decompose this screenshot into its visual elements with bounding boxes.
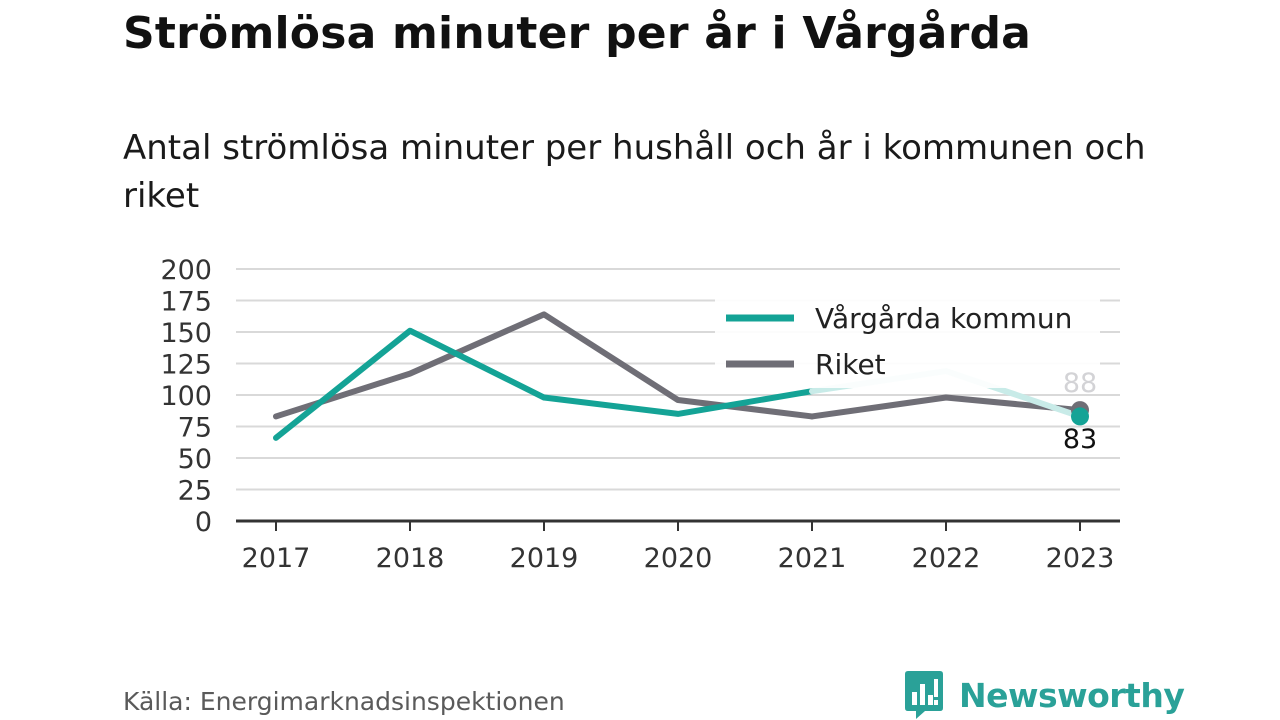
y-tick-label: 200 <box>160 255 212 286</box>
brand-name: Newsworthy <box>959 675 1185 715</box>
chart-title: Strömlösa minuter per år i Vårgårda <box>123 8 1032 59</box>
legend-label: Vårgårda kommun <box>815 302 1072 335</box>
y-tick-label: 100 <box>160 381 212 412</box>
series-segment-recent <box>809 394 1083 420</box>
x-tick-label: 2017 <box>242 543 311 574</box>
brand-logo: Newsworthy <box>903 670 1185 720</box>
end-label-riket: 88 <box>1063 368 1097 399</box>
x-tick-label: 2018 <box>376 543 445 574</box>
y-tick-label: 50 <box>178 444 212 475</box>
x-tick-label: 2021 <box>778 543 847 574</box>
end-labels: 83 88 <box>1063 368 1097 455</box>
x-tick-label: 2019 <box>510 543 579 574</box>
y-tick-label: 0 <box>195 507 212 538</box>
y-tick-label: 175 <box>160 287 212 318</box>
legend: Vårgårda kommun Riket <box>715 296 1100 388</box>
legend-background <box>715 296 1100 388</box>
end-label-vargarda: 83 <box>1063 424 1097 455</box>
legend-label: Riket <box>815 348 886 381</box>
source-note: Källa: Energimarknadsinspektionen <box>123 687 565 716</box>
y-tick-label: 75 <box>178 413 212 444</box>
x-tick-label: 2023 <box>1046 543 1115 574</box>
y-tick-label: 25 <box>178 476 212 507</box>
x-axis-ticks: 2017 2018 2019 2020 2021 2022 2023 <box>242 521 1115 574</box>
series-line-vargarda <box>273 327 815 441</box>
x-tick-label: 2020 <box>644 543 713 574</box>
x-tick-label: 2022 <box>912 543 981 574</box>
y-tick-label: 150 <box>160 318 212 349</box>
y-tick-label: 125 <box>160 350 212 381</box>
newsworthy-logo-icon <box>905 671 943 719</box>
chart-subtitle: Antal strömlösa minuter per hushåll och … <box>123 128 1146 216</box>
end-point-vargarda <box>1071 407 1089 426</box>
